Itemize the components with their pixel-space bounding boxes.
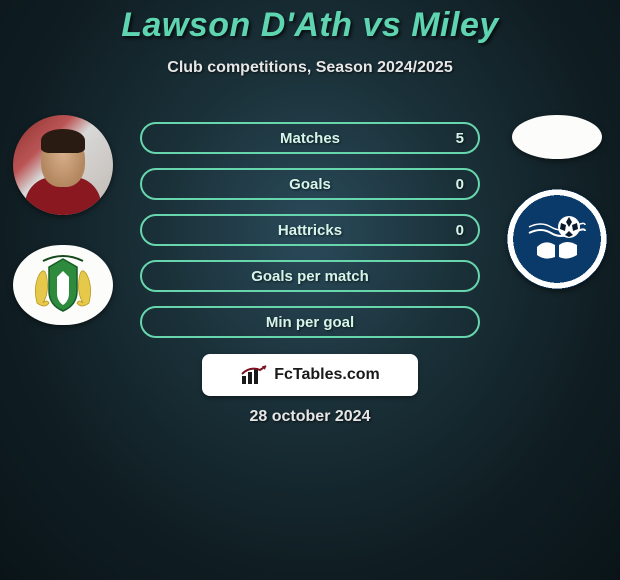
stat-label: Hattricks	[278, 222, 342, 239]
stat-value: 0	[456, 176, 464, 193]
stats-list: Matches 5 Goals 0 Hattricks 0 Goals per …	[140, 122, 480, 338]
club-crest-left	[13, 245, 113, 325]
stat-row-min-per-goal: Min per goal	[140, 306, 480, 338]
stat-row-hattricks: Hattricks 0	[140, 214, 480, 246]
stat-value: 5	[456, 130, 464, 147]
stat-label: Min per goal	[266, 314, 354, 331]
club-crest-right	[507, 189, 607, 289]
stat-row-goals-per-match: Goals per match	[140, 260, 480, 292]
crest-right-icon	[521, 203, 593, 275]
stat-row-goals: Goals 0	[140, 168, 480, 200]
stat-value: 0	[456, 222, 464, 239]
brand-text: FcTables.com	[274, 366, 380, 384]
left-badge-column	[8, 115, 118, 325]
blank-oval	[512, 115, 602, 159]
page-title: Lawson D'Ath vs Miley	[0, 0, 620, 45]
right-badge-column	[502, 115, 612, 289]
stat-label: Goals per match	[251, 268, 369, 285]
stat-label: Goals	[289, 176, 331, 193]
stat-label: Matches	[280, 130, 340, 147]
chart-icon	[240, 364, 268, 386]
stat-row-matches: Matches 5	[140, 122, 480, 154]
brand-logo: FcTables.com	[202, 354, 418, 396]
player-photo	[13, 115, 113, 215]
subtitle: Club competitions, Season 2024/2025	[0, 59, 620, 77]
crest-left-icon	[23, 253, 103, 317]
date-label: 28 october 2024	[0, 408, 620, 426]
